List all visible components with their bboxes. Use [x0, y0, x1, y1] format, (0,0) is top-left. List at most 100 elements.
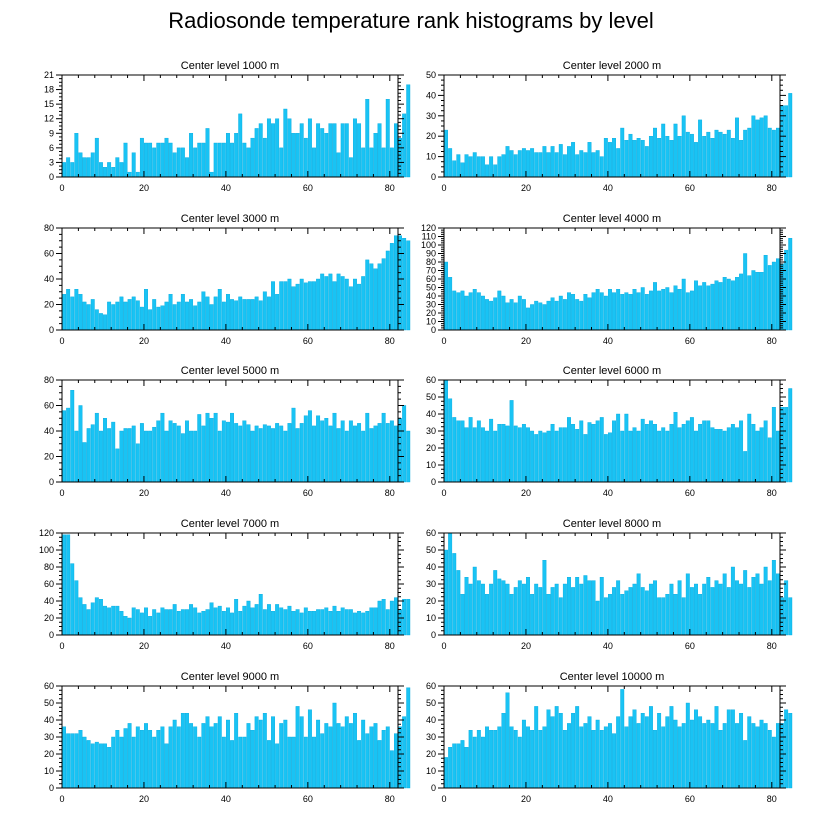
histogram-bar [197, 736, 202, 789]
histogram-bar [739, 583, 744, 636]
histogram-bar [189, 430, 194, 483]
histogram-bar [86, 740, 91, 789]
histogram-bar [406, 599, 411, 636]
histogram-bar [747, 716, 752, 789]
x-tick-label: 20 [521, 794, 531, 804]
histogram-bar [694, 142, 698, 178]
histogram-bar [266, 425, 271, 483]
histogram-bar [497, 726, 502, 789]
histogram-bar [628, 133, 633, 178]
x-tick-label: 40 [221, 641, 231, 651]
histogram-panel: Center level 7000 m 0 20 40 60 80 0 20 40 60 80 100… [39, 518, 411, 651]
histogram-bar [180, 713, 185, 789]
histogram-bar [234, 300, 239, 331]
histogram-bar [238, 611, 243, 636]
histogram-bar [480, 295, 485, 331]
histogram-bar [583, 723, 588, 789]
histogram-bar [526, 150, 530, 178]
histogram-bar [193, 607, 198, 636]
histogram-bar [558, 427, 563, 483]
histogram-bar [681, 597, 686, 636]
histogram-bar [148, 730, 153, 789]
histogram-bar [526, 726, 530, 789]
x-tick-label: 80 [767, 183, 777, 193]
histogram-bar [98, 599, 103, 636]
x-tick-label: 60 [685, 794, 695, 804]
histogram-bar [538, 152, 543, 178]
histogram-bar [501, 424, 506, 483]
histogram-bar [340, 123, 345, 178]
histogram-bar [238, 113, 243, 178]
histogram-bar [348, 420, 353, 483]
histogram-bar [648, 135, 653, 178]
histogram-bar [316, 278, 321, 331]
histogram-bar [685, 702, 690, 789]
histogram-bar [123, 428, 128, 483]
histogram-bar [135, 609, 140, 636]
histogram-bar [648, 290, 653, 331]
histogram-bar [144, 607, 148, 636]
histogram-bar [361, 612, 366, 636]
histogram-bar [373, 133, 378, 178]
histogram-bar [554, 430, 559, 483]
histogram-bar [460, 594, 465, 636]
histogram-bar [497, 424, 502, 483]
histogram-bar [608, 432, 612, 483]
histogram-bar [197, 142, 202, 178]
histogram-bar [538, 730, 543, 789]
histogram-bar [205, 716, 210, 789]
histogram-bar [694, 430, 698, 483]
y-tick-label: 60 [44, 249, 54, 259]
histogram-bar [624, 726, 629, 789]
histogram-bar [279, 723, 284, 789]
histogram-bar [217, 605, 222, 636]
histogram-bar [575, 706, 580, 789]
histogram-bar [365, 412, 370, 483]
histogram-bar [98, 430, 103, 483]
histogram-bar [291, 286, 296, 331]
histogram-bar [357, 123, 362, 178]
histogram-bar [677, 427, 682, 483]
histogram-panel: Center level 1000 m 0 20 40 60 80 0 3 6 9 12 15 18 21 [44, 60, 411, 193]
histogram-bar [726, 129, 731, 178]
histogram-bar [505, 692, 510, 789]
histogram-bar [583, 575, 588, 636]
histogram-bar [681, 115, 686, 178]
histogram-bar [172, 423, 177, 483]
histogram-bar [575, 154, 580, 178]
histogram-bar [562, 154, 567, 178]
histogram-bar [385, 250, 390, 331]
histogram-bar [476, 156, 481, 178]
histogram-bar [501, 295, 506, 331]
histogram-bar [444, 757, 448, 789]
histogram-bar [139, 423, 144, 483]
histogram-bar [784, 709, 789, 789]
histogram-bar [385, 99, 390, 178]
histogram-bar [763, 420, 768, 483]
histogram-bar [271, 611, 275, 636]
histogram-bar [312, 736, 316, 789]
histogram-bar [197, 414, 202, 483]
histogram-bar [66, 289, 71, 331]
histogram-bar [74, 580, 79, 636]
histogram-bar [389, 750, 394, 789]
histogram-bar [271, 716, 275, 789]
panel-title: Center level 3000 m [181, 213, 279, 225]
histogram-bar [168, 726, 173, 789]
histogram-bar [209, 418, 214, 483]
histogram-bar [542, 304, 547, 331]
histogram-bar [448, 277, 453, 331]
histogram-bar [472, 289, 477, 331]
histogram-bar [353, 278, 357, 331]
histogram-bar [542, 432, 547, 483]
histogram-bar [131, 607, 136, 636]
histogram-bar [710, 138, 715, 178]
histogram-bar [550, 146, 555, 178]
histogram-bar [464, 427, 469, 483]
histogram-bar [185, 420, 189, 483]
histogram-bar [250, 730, 255, 789]
histogram-bar [189, 299, 194, 331]
histogram-bar [62, 534, 66, 636]
y-tick-label: 120 [39, 528, 54, 538]
y-tick-label: 90 [426, 249, 436, 259]
